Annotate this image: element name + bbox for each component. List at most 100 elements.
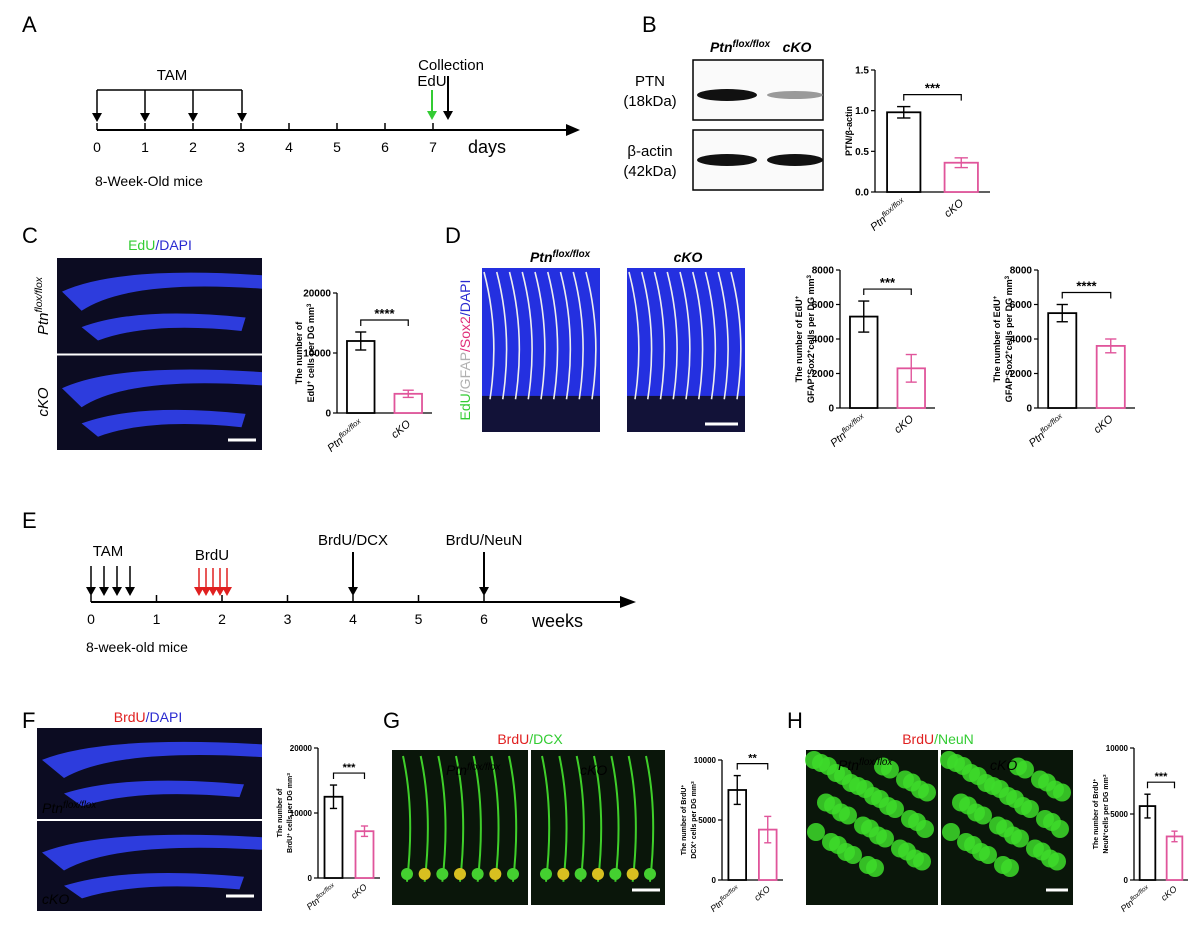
arrow-head — [348, 587, 358, 596]
cell — [401, 868, 413, 880]
timeline-label: 7 — [429, 139, 437, 155]
column-label: cKO — [674, 249, 703, 265]
column-label: Ptnflox/flox — [530, 249, 591, 266]
category-label: cKO — [892, 413, 916, 436]
arrow-head — [112, 587, 122, 596]
nucleus — [886, 800, 904, 818]
timeline-label: 3 — [237, 139, 245, 155]
category-label: cKO — [1092, 413, 1116, 436]
nucleus — [942, 823, 960, 841]
y-tick-label: 0 — [308, 874, 313, 883]
text-part: + — [1093, 779, 1098, 782]
text-part: + — [1004, 350, 1011, 354]
text-part: cells per DG mm — [806, 279, 816, 350]
timeline-label: 6 — [480, 611, 488, 627]
panel-label: D — [445, 223, 461, 248]
nucleus — [991, 780, 1009, 798]
panel-label: H — [787, 708, 803, 733]
glia-process — [483, 271, 495, 400]
text-part: + — [992, 295, 999, 299]
text-part: Ptn — [838, 757, 859, 773]
y-axis-label: The number of — [277, 788, 284, 837]
error-bar — [402, 389, 414, 399]
nucleus — [866, 859, 884, 877]
nucleus — [1011, 829, 1029, 848]
timeline-label: 4 — [349, 611, 357, 627]
y-axis-label: The number of EdU+ — [992, 295, 1003, 382]
y-axis-label: NeuN+cells per DG mm3 — [1102, 774, 1111, 853]
event-label: BrdU/NeuN — [446, 532, 523, 549]
image-title: EdU/DAPI — [128, 237, 192, 253]
y-tick-label: 1.5 — [855, 66, 869, 77]
glia-process — [679, 271, 691, 400]
text-part: cKO — [783, 39, 812, 55]
text-part: /Sox2 — [457, 316, 473, 352]
category-label: Ptnflox/flox — [324, 415, 367, 454]
significance: *** — [343, 762, 357, 774]
nucleus — [974, 806, 992, 825]
panel-label: E — [22, 508, 37, 533]
y-tick-label: 10000 — [694, 756, 717, 765]
text-part: + — [681, 785, 686, 788]
y-tick-label: 0 — [712, 876, 717, 885]
bar — [346, 340, 376, 414]
timeline-label: 1 — [153, 611, 161, 627]
text-part: 3 — [690, 781, 696, 784]
panel-label: B — [642, 12, 657, 37]
text-part: PTN/β-actin — [844, 106, 854, 156]
caption: 8-week-old mice — [86, 639, 188, 655]
text-part: The number of BrdU — [1093, 782, 1100, 850]
nucleus — [839, 806, 857, 825]
glia-process — [508, 271, 521, 400]
y-tick-label: 0 — [828, 404, 834, 415]
text-part: flox/flox — [733, 39, 771, 50]
text-part: 3 — [806, 275, 813, 279]
blot-row: β-actin — [627, 143, 672, 160]
image-label: Ptnflox/flox — [42, 800, 97, 817]
y-tick-label: 5000 — [1110, 810, 1128, 819]
panel-label: F — [22, 708, 35, 733]
text-part: EdU — [128, 237, 155, 253]
text-part: EdU — [457, 393, 473, 420]
nucleus — [876, 829, 894, 848]
text-part: + — [806, 374, 813, 378]
y-tick-label: 6000 — [812, 300, 835, 311]
text-part: BrdU — [497, 731, 529, 747]
cell — [609, 868, 622, 880]
cell — [644, 868, 656, 880]
y-axis-label: The number of BrdU+ — [1093, 779, 1101, 850]
blot-band — [767, 91, 823, 99]
nucleus — [807, 823, 825, 841]
nucleus — [908, 813, 926, 831]
error-bar — [905, 353, 917, 383]
text-part: GFAP — [806, 378, 816, 403]
nucleus — [1048, 852, 1066, 871]
text-part: The number of BrdU — [681, 788, 688, 856]
glia-process — [730, 271, 742, 400]
text-part: /DAPI — [155, 237, 192, 253]
tam-label: TAM — [93, 543, 124, 560]
text-part: flox/flox — [336, 415, 363, 439]
dcx-fiber — [610, 755, 620, 882]
timeline-label: 6 — [381, 139, 389, 155]
dcx-fiber — [419, 755, 429, 882]
glia-process — [546, 271, 559, 400]
text-part: 3 — [1102, 774, 1108, 777]
y-axis-label: DCX+ cells per DG mm3 — [690, 781, 699, 859]
arrow-head — [99, 587, 109, 596]
timeline-label: 3 — [284, 611, 292, 627]
arrow-head — [237, 113, 247, 122]
y-tick-label: 0 — [1124, 876, 1129, 885]
arrow-head — [208, 587, 218, 596]
text-part: cells per DG mm — [1103, 777, 1110, 832]
micrograph — [37, 821, 262, 911]
text-part: 3 — [306, 303, 313, 307]
y-tick-label: 8000 — [1010, 266, 1033, 277]
arrow-head — [201, 587, 211, 596]
row-label: cKO — [35, 387, 52, 417]
timeline-label: 0 — [93, 139, 101, 155]
text-part: cKO — [35, 387, 52, 417]
nucleus — [996, 819, 1014, 838]
